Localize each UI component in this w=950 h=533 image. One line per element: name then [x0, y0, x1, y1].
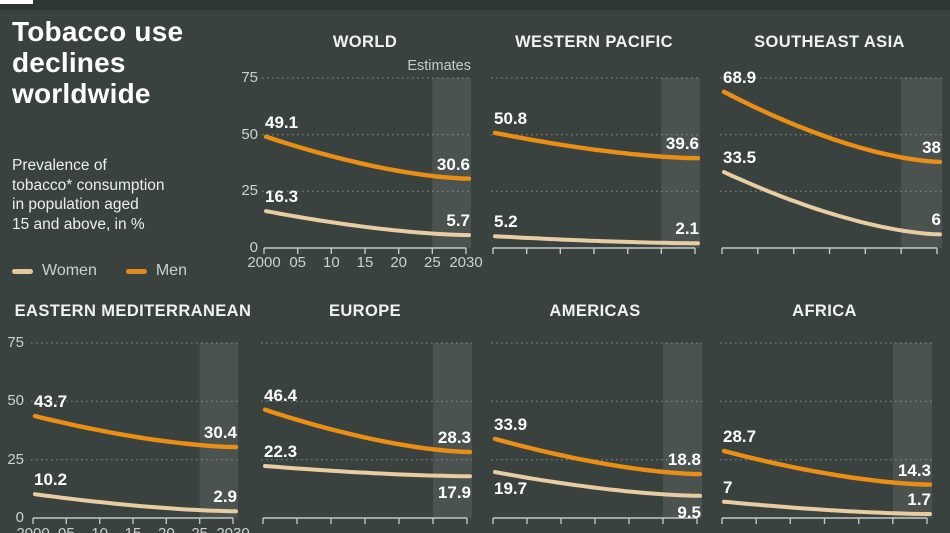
world-y-tick-label-0: 0 — [249, 239, 258, 256]
africa-women-end-value: 1.7 — [907, 490, 931, 510]
subtitle-line-1: Prevalence of — [12, 157, 107, 174]
americas-estimates-band — [663, 343, 702, 518]
southeast-asia-women-end-value: 6 — [931, 210, 941, 230]
europe-men-line — [262, 407, 473, 455]
western-pacific-men-end-value: 39.6 — [665, 134, 699, 154]
southeast-asia-men-line — [721, 89, 943, 165]
eastern-mediterranean-women-line — [33, 492, 238, 514]
europe-men-end-value: 28.3 — [437, 427, 471, 447]
eastern-mediterranean-x-tick-label-15: 15 — [109, 525, 157, 533]
europe-women-line — [263, 464, 472, 479]
eastern-mediterranean-men-end-value: 30.4 — [203, 423, 237, 443]
eastern-mediterranean-men-line — [32, 413, 239, 450]
subtitle-line-4: 15 and above, in % — [12, 215, 145, 233]
eastern-mediterranean-panel-title: EASTERN MEDITERRANEAN — [14, 302, 252, 320]
africa-estimates-band — [892, 343, 932, 518]
southeast-asia-men-start-value: 68.9 — [723, 67, 757, 87]
legend-item-women: Women — [12, 262, 97, 280]
southeast-asia-women-start-value: 33.5 — [723, 148, 757, 168]
estimates-label: Estimates — [407, 58, 471, 74]
world-x-tick-label-05: 05 — [289, 254, 306, 271]
world-x-tick-label-15: 15 — [356, 254, 374, 271]
americas-women-start-value: 19.7 — [494, 479, 528, 499]
top-bar — [0, 0, 950, 10]
subtitle-line-3: in population aged — [12, 196, 139, 213]
europe-women-start-value: 22.3 — [264, 441, 298, 461]
southeast-asia-women-line — [722, 170, 942, 237]
africa-women-start-value: 7 — [723, 477, 733, 497]
southeast-asia-panel-title: SOUTHEAST ASIA — [754, 33, 905, 51]
eastern-mediterranean-y-tick-label-25: 25 — [7, 450, 24, 468]
world-panel-title: WORLD — [332, 33, 398, 51]
world-women-end-value: 5.7 — [446, 211, 470, 231]
europe-women-end-value: 17.9 — [437, 483, 471, 503]
africa-men-line — [721, 448, 933, 487]
americas-men-line — [492, 436, 703, 477]
page-title-line-2: declines — [12, 47, 126, 78]
eastern-mediterranean-x-tick-label-2000: 2000 — [9, 525, 57, 533]
world-x-tick-label-2030: 2030 — [449, 254, 483, 271]
western-pacific-women-start-value: 5.2 — [494, 212, 518, 232]
world-y-tick-label-75: 75 — [241, 69, 258, 86]
world-y-tick-label-50: 50 — [241, 125, 258, 143]
western-pacific-men-line — [492, 130, 701, 161]
western-pacific-women-line — [493, 234, 700, 246]
chart-subtitle: Prevalence of tobacco* consumption in po… — [12, 156, 232, 234]
window-notch — [0, 0, 33, 4]
europe-estimates-band — [433, 343, 472, 518]
world-y-tick-label-25: 25 — [241, 182, 258, 200]
world-men-line — [263, 134, 472, 181]
western-pacific-panel-title: WESTERN PACIFIC — [515, 33, 673, 51]
eastern-mediterranean-x-tick-label-25: 25 — [176, 525, 224, 533]
eastern-mediterranean-y-tick-label-50: 50 — [7, 392, 24, 410]
men-line-swatch-icon — [125, 268, 147, 274]
legend-label-women: Women — [42, 262, 97, 279]
western-pacific-men-start-value: 50.8 — [494, 108, 528, 128]
western-pacific-estimates-band — [661, 78, 700, 248]
americas-women-end-value: 9.5 — [677, 502, 701, 522]
world-women-start-value: 16.3 — [265, 187, 299, 207]
western-pacific-women-end-value: 2.1 — [675, 219, 699, 239]
europe-panel-title: EUROPE — [328, 302, 402, 320]
page-title-line-1: Tobacco use — [12, 16, 184, 47]
world-women-line — [264, 209, 471, 238]
eastern-mediterranean-x-tick-label-2030: 2030 — [209, 525, 257, 533]
page-title: Tobacco use declines worldwide — [12, 16, 242, 109]
eastern-mediterranean-women-end-value: 2.9 — [213, 487, 237, 507]
eastern-mediterranean-x-tick-label-10: 10 — [76, 525, 124, 533]
eastern-mediterranean-estimates-band — [199, 343, 238, 518]
legend-label-men: Men — [155, 262, 187, 279]
eastern-mediterranean-x-tick-label-05: 05 — [42, 525, 90, 533]
africa-men-end-value: 14.3 — [897, 460, 931, 480]
women-line-swatch-icon — [12, 268, 33, 274]
americas-men-end-value: 18.8 — [667, 450, 701, 470]
eastern-mediterranean-men-start-value: 43.7 — [34, 392, 68, 412]
americas-women-line — [493, 470, 702, 498]
europe-men-start-value: 46.4 — [264, 385, 298, 405]
legend: Women Men — [12, 262, 216, 280]
eastern-mediterranean-women-start-value: 10.2 — [34, 470, 68, 490]
americas-men-start-value: 33.9 — [494, 414, 528, 434]
legend-item-men: Men — [125, 262, 187, 280]
africa-women-line — [722, 499, 932, 516]
eastern-mediterranean-y-tick-label-75: 75 — [7, 334, 24, 351]
world-men-end-value: 30.6 — [436, 154, 470, 174]
africa-panel-title: AFRICA — [792, 302, 857, 320]
world-x-tick-label-2000: 2000 — [247, 254, 281, 271]
southeast-asia-men-end-value: 38 — [922, 137, 941, 157]
africa-men-start-value: 28.7 — [723, 427, 757, 447]
world-x-tick-label-25: 25 — [423, 254, 441, 271]
world-x-tick-label-20: 20 — [390, 254, 407, 271]
world-estimates-band — [432, 78, 471, 248]
americas-panel-title: AMERICAS — [549, 302, 641, 320]
eastern-mediterranean-x-tick-label-20: 20 — [142, 525, 190, 533]
page-title-line-3: worldwide — [12, 78, 151, 109]
world-x-tick-label-10: 10 — [322, 254, 340, 271]
world-men-start-value: 49.1 — [265, 112, 299, 132]
subtitle-line-2: tobacco* consumption — [12, 176, 165, 194]
eastern-mediterranean-y-tick-label-0: 0 — [15, 509, 24, 526]
